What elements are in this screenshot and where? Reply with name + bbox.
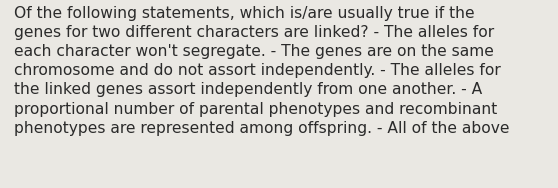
Text: Of the following statements, which is/are usually true if the
genes for two diff: Of the following statements, which is/ar…	[14, 6, 509, 136]
